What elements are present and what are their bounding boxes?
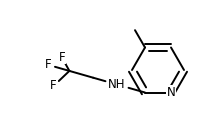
Text: F: F: [59, 51, 65, 64]
Text: NH: NH: [108, 78, 126, 91]
Text: N: N: [167, 86, 175, 99]
Text: F: F: [50, 79, 57, 92]
Text: F: F: [45, 58, 51, 71]
